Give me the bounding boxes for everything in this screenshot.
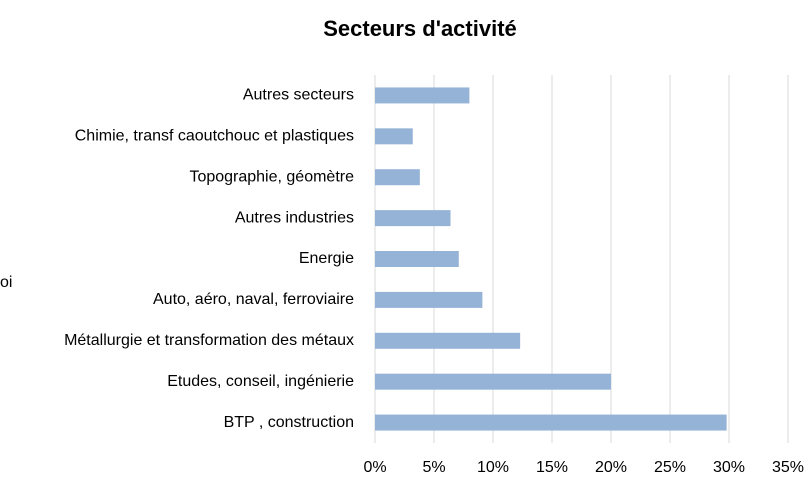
x-tick-label: 20% [595, 459, 627, 476]
x-tick-label: 5% [422, 459, 445, 476]
bar [375, 373, 611, 390]
x-tick-label: 25% [654, 459, 686, 476]
chart-title: Secteurs d'activité [323, 16, 517, 41]
y-tick-label: Autres secteurs [243, 87, 354, 104]
bar [375, 414, 727, 431]
x-tick-label: 35% [772, 459, 804, 476]
bar [375, 128, 413, 145]
bar [375, 210, 451, 227]
bar [375, 251, 459, 267]
bar [375, 169, 420, 186]
y-tick-label: Métallurgie et transformation des métaux [64, 332, 354, 349]
y-tick-label: Energie [299, 250, 354, 267]
bar [375, 332, 521, 349]
x-tick-label: 30% [713, 459, 745, 476]
y-tick-label: Auto, aéro, naval, ferroviaire [153, 291, 354, 308]
y-tick-label: Chimie, transf caoutchouc et plastiques [75, 128, 354, 145]
y-tick-label: Topographie, géomètre [189, 168, 354, 185]
bar [375, 87, 470, 104]
x-tick-label: 0% [363, 459, 386, 476]
y-tick-label: BTP , construction [224, 414, 354, 431]
x-tick-label: 15% [536, 459, 568, 476]
x-tick-label: 10% [477, 459, 509, 476]
bar [375, 291, 483, 308]
y-tick-label: Etudes, conseil, ingénierie [167, 373, 354, 390]
y-tick-label: Autres industries [235, 209, 354, 226]
annotation: oi [0, 274, 12, 291]
